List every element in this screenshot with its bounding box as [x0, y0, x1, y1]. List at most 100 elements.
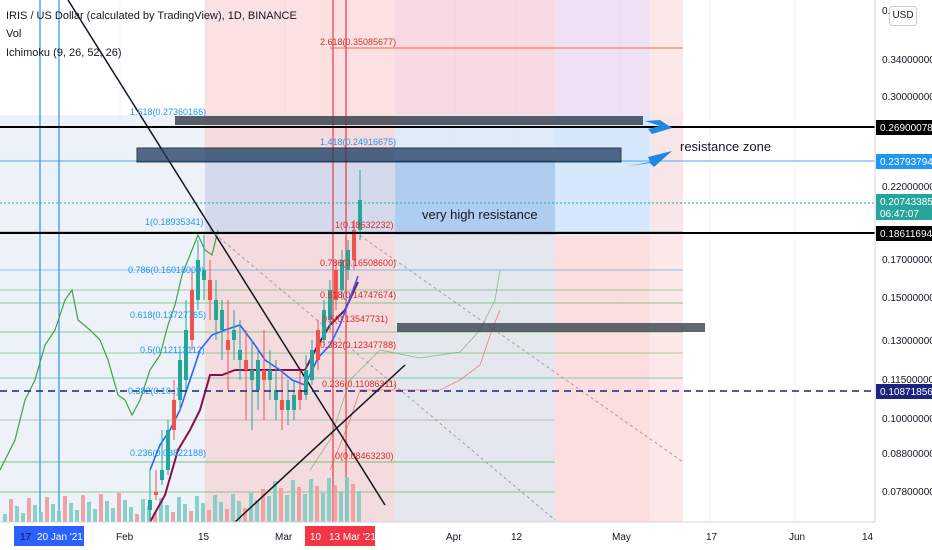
price-label-box — [876, 120, 932, 135]
y-tick-label: 0.17000000 — [882, 255, 932, 266]
volume-bar — [225, 509, 229, 522]
candle-body — [178, 360, 182, 400]
fib-level-label-red: 0.786(0.16508600) — [320, 258, 396, 268]
volume-bar — [135, 514, 139, 522]
y-tick-label: 0.30000000 — [882, 92, 932, 103]
volume-bar — [201, 503, 205, 522]
candle-body — [148, 500, 152, 510]
fib-level-label-red: 0.618(0.14747674) — [320, 290, 396, 300]
volume-bar — [93, 509, 97, 522]
price-label-box — [876, 194, 932, 220]
ichimoku-indicator-label[interactable]: Ichimoku (9, 26, 52, 26) — [6, 47, 122, 59]
volume-bar — [327, 478, 331, 522]
volume-bar — [3, 514, 7, 522]
candle-body — [322, 310, 326, 340]
x-tick-label: 15 — [198, 532, 210, 543]
volume-bar — [267, 496, 271, 522]
fib-level-label-red: 0(0.08463230) — [335, 451, 394, 461]
price-label-box — [876, 154, 932, 169]
volume-bar — [105, 501, 109, 522]
fib-level-label-blue: 0.5(0.12113112) — [140, 345, 205, 355]
volume-bar — [153, 513, 157, 522]
candle-body — [298, 390, 302, 400]
time-axis: 17 Feb 15 Mar Apr 12 May 17 Jun 14 20 Jan '21 10 13… — [0, 521, 932, 550]
candle-body — [238, 350, 242, 360]
price-label-time: 06:47:07 — [880, 209, 919, 220]
volume-bar — [243, 508, 247, 522]
x-tick-label: Mar — [275, 532, 293, 543]
lagging-span-line — [0, 229, 219, 471]
volume-indicator-label[interactable]: Vol — [6, 28, 22, 40]
volume-bar — [159, 498, 163, 522]
candle-body — [280, 400, 284, 410]
candle-body — [352, 230, 356, 260]
fib-level-label-blue: 1(0.18935341) — [145, 217, 204, 227]
volume-bar — [171, 512, 175, 522]
x-tick-label: Feb — [116, 532, 134, 543]
candle-body — [250, 370, 254, 380]
volume-bar — [27, 498, 31, 522]
volume-bar — [213, 495, 217, 522]
cloud-span-b — [329, 309, 501, 471]
candle-body — [358, 200, 362, 230]
volume-bar — [303, 494, 307, 522]
volume-bar — [123, 500, 127, 522]
fib-level-label-red: 0.382(0.12347788) — [320, 340, 396, 350]
y-tick-label: 0.34000000 — [882, 55, 932, 66]
candle-body — [292, 395, 296, 410]
candle-body — [190, 290, 194, 340]
x-tick-label: May — [612, 532, 631, 543]
price-axis: 0.34000000 0.30000000 0.22000000 0.17000000… — [874, 0, 932, 550]
volume-bar — [45, 497, 49, 522]
candle-body — [166, 430, 170, 470]
volume-bar — [21, 513, 25, 522]
volume-bar — [195, 496, 199, 522]
volume-bar — [357, 491, 361, 522]
candle-body — [208, 280, 212, 300]
x-highlight-label: 20 Jan '21 — [37, 532, 83, 543]
candle-body — [262, 370, 266, 380]
fib-level-label-red: 0.236(0.11086311) — [322, 379, 397, 389]
candle-body — [202, 270, 206, 280]
volume-bar — [99, 494, 103, 522]
volume-bar — [273, 481, 277, 522]
x-tick-label: 14 — [862, 532, 874, 543]
y-tick-label: 0.22000000 — [882, 182, 932, 193]
volume-bar — [177, 497, 181, 522]
candle-body — [172, 400, 176, 430]
volume-bar — [261, 489, 265, 522]
y-tick-label: 0.11500000 — [882, 375, 932, 386]
candle-body — [220, 310, 224, 330]
volume-bar — [57, 511, 61, 522]
fib-labels-blue: 1.618(0.27360166) 1.418(0.24916675) 1(0.18… — [128, 107, 396, 458]
volume-bars — [3, 477, 361, 522]
volume-bar — [141, 499, 145, 522]
y-tick-label: 0.13000000 — [882, 336, 932, 347]
volume-bar — [339, 492, 343, 522]
volume-bar — [333, 485, 337, 522]
x-tick-label: 12 — [511, 532, 523, 543]
candle-body — [184, 330, 188, 380]
fib-level-label-blue: 1.418(0.24916675) — [320, 137, 396, 147]
price-candles — [148, 170, 362, 522]
candle-body — [244, 360, 248, 370]
candle-body — [232, 330, 236, 340]
fib-level-label-blue: 0.618(0.13727765) — [130, 310, 206, 320]
candle-body — [268, 370, 272, 380]
candle-body — [316, 330, 320, 360]
candle-body — [310, 350, 314, 380]
volume-bar — [183, 504, 187, 522]
volume-bar — [285, 495, 289, 522]
symbol-title: IRIS / US Dollar (calculated by TradingV… — [6, 10, 297, 22]
volume-bar — [165, 505, 169, 522]
volume-bar — [315, 486, 319, 522]
volume-bar — [237, 501, 241, 522]
volume-bar — [39, 512, 43, 522]
volume-bar — [345, 477, 349, 522]
candle-body — [154, 492, 158, 495]
volume-bar — [207, 510, 211, 522]
volume-bar — [69, 503, 73, 522]
currency-button[interactable]: USD — [889, 6, 917, 26]
candle-body — [226, 340, 230, 350]
